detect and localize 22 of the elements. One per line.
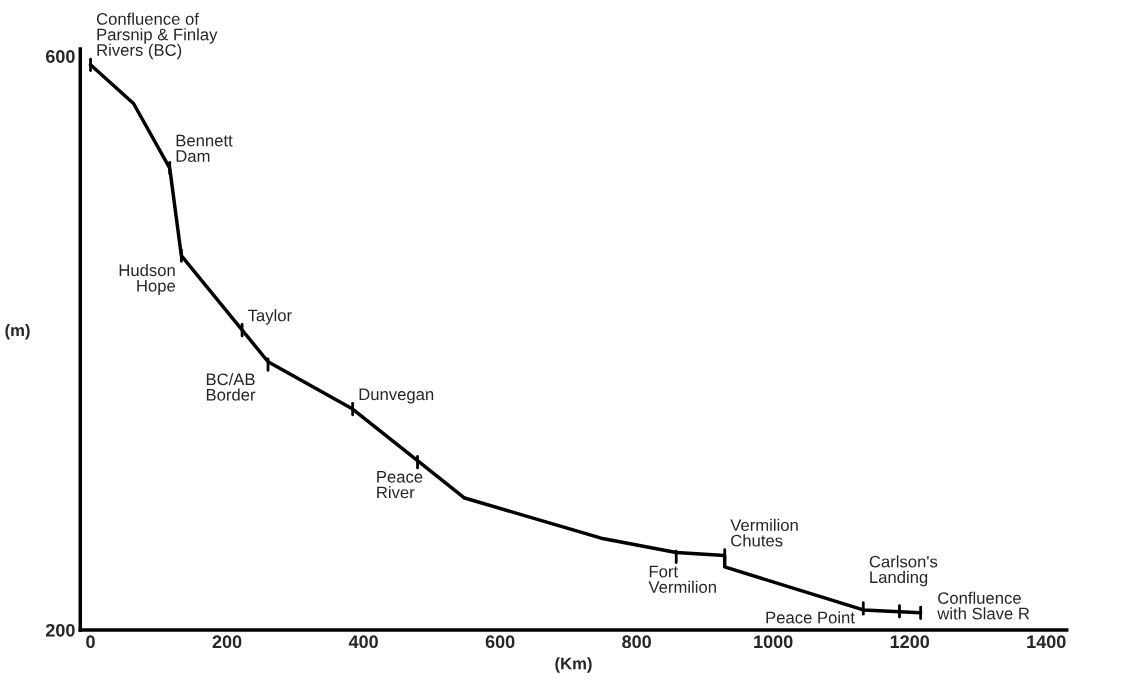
annotation: Peace River — [377, 471, 423, 499]
x-tick-label: 1400 — [1027, 635, 1066, 649]
x-tick-label: 1200 — [890, 635, 930, 649]
annotation: Fort Vermilion — [648, 565, 716, 593]
annotation: BC/AB Border — [206, 372, 256, 401]
x-tick-label: 0 — [86, 635, 95, 649]
annotation: Hudson Hope — [119, 263, 176, 295]
x-axis-title: (Km) — [555, 657, 592, 673]
x-tick-label: 200 — [212, 635, 242, 649]
annotation: Confluence of Parsnip & Finlay Rivers (BC) — [96, 12, 218, 60]
x-tick-label: 1000 — [754, 635, 793, 649]
annotation: Dunvegan — [359, 388, 434, 404]
annotation: Peace Point — [766, 611, 855, 624]
y-axis-title: (m) — [5, 323, 30, 340]
annotation: Taylor — [248, 309, 292, 325]
annotation: Carlson's Landing — [869, 555, 938, 587]
x-tick-label: 400 — [348, 635, 378, 649]
annotation: Bennett Dam — [176, 134, 233, 162]
x-tick-label: 600 — [485, 635, 515, 649]
annotation: Vermilion Chutes — [730, 518, 798, 547]
x-tick-label: 800 — [622, 635, 651, 649]
annotation: Confluence with Slave R — [937, 591, 1030, 620]
